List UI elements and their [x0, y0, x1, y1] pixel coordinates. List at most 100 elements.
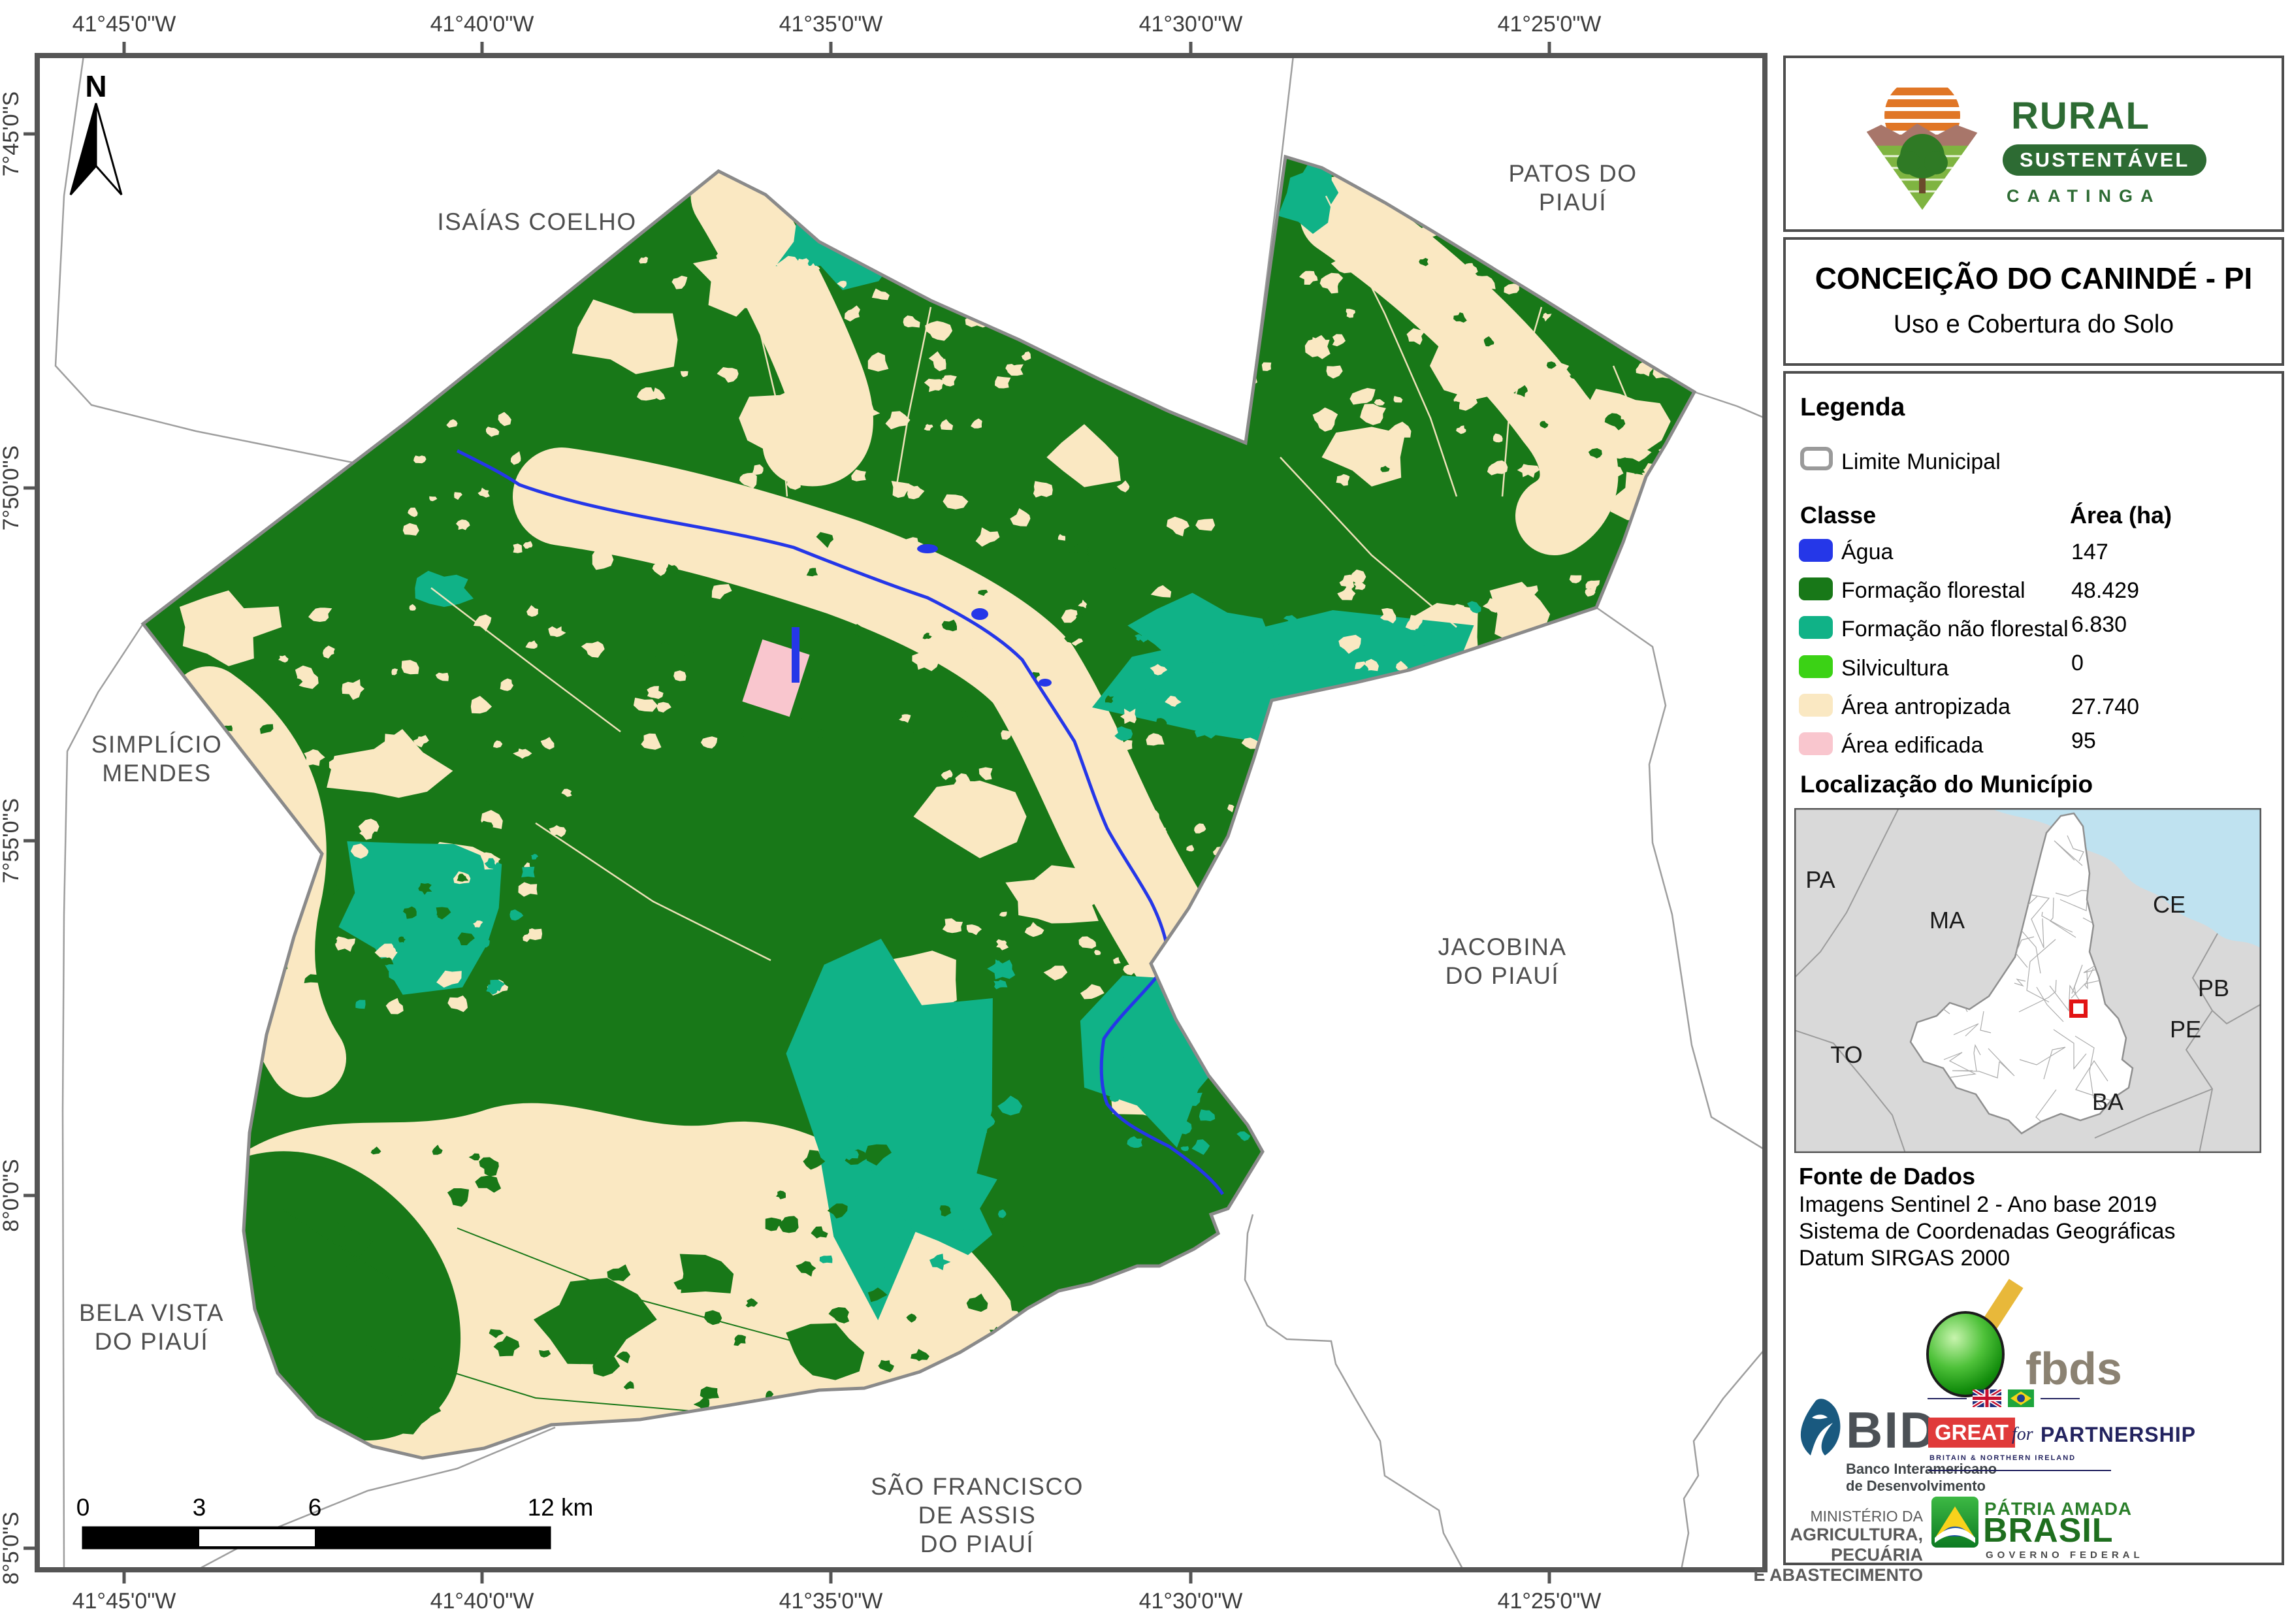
legend-swatch-florestal	[1799, 577, 1833, 600]
inset-state-label: CE	[2153, 891, 2186, 918]
fbds-sphere-icon	[1926, 1311, 2005, 1397]
legend-area-edificada: 95	[2071, 728, 2096, 753]
longitude-label-bottom: 41°45'0"W	[73, 1589, 176, 1614]
ministry-text: MINISTÉRIO DA	[1786, 1508, 1923, 1525]
longitude-label-top: 41°25'0"W	[1498, 12, 1602, 37]
north-arrow-label: N	[85, 69, 106, 103]
latitude-label: 7°50'0"S	[0, 446, 24, 530]
legend-area-florestal: 48.429	[2071, 578, 2139, 603]
info-panel: Legenda Limite Municipal Classe Área (ha…	[1753, 371, 2284, 1585]
river	[456, 449, 1225, 1195]
legend-swatch-edificada	[1799, 732, 1833, 755]
source-line-3: Datum SIRGAS 2000	[1799, 1246, 2010, 1271]
neighbor-boundary-line	[1244, 1214, 1464, 1570]
neighbor-label: BELA VISTA	[79, 1299, 224, 1326]
north-arrow-right-half	[95, 103, 123, 195]
limite-municipal-swatch	[1800, 447, 1833, 470]
legend-header: Legenda	[1800, 393, 1905, 421]
legend-label-nao-florestal: Formação não florestal	[1841, 617, 2069, 641]
neighbor-boundary-line	[61, 623, 144, 1570]
legend-swatch-silvicultura	[1799, 655, 1833, 678]
great-partnership: PARTNERSHIP	[2041, 1423, 2196, 1446]
limite-municipal-label: Limite Municipal	[1841, 449, 2001, 474]
longitude-label-bottom: 41°30'0"W	[1139, 1589, 1243, 1614]
inset-ocean	[1990, 808, 2261, 949]
municipality-boundary	[140, 154, 1697, 1460]
neighbor-boundary-line	[1596, 606, 1765, 1151]
inset-state-label: MA	[1929, 907, 1965, 934]
source-line-1: Imagens Sentinel 2 - Ano base 2019	[1799, 1192, 2157, 1217]
legend-area-nao-florestal: 6.830	[2071, 612, 2127, 637]
coordinate-ticks: 41°45'0"W 41°45'0"W 41°40'0"W 41°40'0"W 41°3…	[0, 12, 1601, 1614]
inset-state-label: PE	[2170, 1016, 2201, 1043]
ministry-line-2: AGRICULTURA, PECUÁRIA	[1790, 1525, 1923, 1565]
scale-bar-label: 12 km	[528, 1494, 594, 1521]
legend-swatch-agua	[1799, 539, 1833, 562]
neighbor-boundary-line	[54, 56, 366, 466]
legend-area-agua: 147	[2071, 540, 2108, 564]
scale-bar: 0 3 6 12 km	[76, 1494, 594, 1550]
logo-panel: RURAL SUSTENTÁVEL CAATINGA	[1783, 56, 2284, 232]
brasil-gov-icon	[1931, 1497, 1978, 1548]
longitude-label-bottom: 41°35'0"W	[779, 1589, 883, 1614]
neighbor-label: JACOBINA	[1438, 934, 1566, 960]
latitude-label: 8°5'0"S	[0, 1512, 24, 1585]
neighbor-label: MENDES	[102, 760, 211, 787]
bid-icon	[1800, 1399, 1841, 1455]
legend-label-edificada: Área edificada	[1841, 733, 1984, 758]
fbds-logo: fbds	[1926, 1278, 2148, 1409]
longitude-label-bottom: 41°25'0"W	[1498, 1589, 1602, 1614]
longitude-label-top: 41°40'0"W	[430, 12, 534, 37]
neighbor-label: SÃO FRANCISCO	[871, 1473, 1084, 1500]
inset-piaui-state	[1909, 812, 2134, 1135]
neighbor-label: DO PIAUÍ	[920, 1531, 1034, 1557]
source-line-2: Sistema de Coordenadas Geográficas	[1799, 1219, 2176, 1244]
latitude-label: 7°45'0"S	[0, 91, 24, 176]
governo-federal: GOVERNO FEDERAL	[1986, 1550, 2144, 1561]
legend-label-florestal: Formação florestal	[1841, 578, 2026, 603]
map-frame	[35, 53, 1767, 1572]
inset-municipality-marker	[2069, 999, 2088, 1018]
great-subtitle: BRITAIN & NORTHERN IRELAND	[1929, 1454, 2076, 1462]
inset-state-label: BA	[2092, 1088, 2123, 1115]
neighbor-label: DO PIAUÍ	[95, 1328, 208, 1355]
neighbor-label: PIAUÍ	[1539, 189, 1607, 216]
longitude-label-top: 41°45'0"W	[73, 12, 176, 37]
bid-subtitle-1: Banco Interamericano	[1846, 1461, 1997, 1477]
latitude-label: 8°0'0"S	[0, 1159, 24, 1232]
ministry-line-3: E ABASTECIMENTO	[1753, 1565, 1923, 1585]
patria-amada: PÁTRIA AMADA	[1984, 1499, 2133, 1519]
great-wordmark: GREAT	[1928, 1418, 2016, 1448]
scale-bar-label: 0	[76, 1494, 90, 1521]
longitude-label-top: 41°30'0"W	[1139, 12, 1243, 37]
legend-col-classe: Classe	[1800, 502, 1877, 528]
neighbor-boundary-line	[1680, 1348, 1765, 1570]
neighbor-label: SIMPLÍCIO	[91, 731, 223, 758]
title-panel: CONCEIÇÃO DO CANINDÉ - PI Uso e Cobertur…	[1783, 237, 2284, 366]
inset-state-label: TO	[1830, 1041, 1862, 1068]
scale-bar-label: 3	[193, 1494, 206, 1521]
neighbor-boundary-line	[1694, 391, 1765, 419]
inset-state-labels: PA MA CE PB PE TO BA	[1805, 866, 2229, 1115]
fbds-wordmark: fbds	[2026, 1343, 2122, 1394]
legend-label-agua: Água	[1841, 540, 1894, 564]
legend-col-area: Área (ha)	[2070, 502, 2172, 528]
rural-sustentavel-logo-icon	[1856, 86, 1989, 212]
neighbor-label: PATOS DO	[1508, 160, 1637, 187]
legend-swatch-antropizada	[1799, 694, 1833, 717]
great-for: for	[2012, 1424, 2033, 1444]
inset-state-label: PB	[2198, 975, 2229, 1001]
scale-bar-label: 6	[308, 1494, 322, 1521]
brazil-flag-icon	[2008, 1389, 2034, 1407]
source-header: Fonte de Dados	[1799, 1163, 1976, 1190]
ministry-line-1: MINISTÉRIO DA	[1810, 1508, 1923, 1525]
latitude-label: 7°55'0"S	[0, 798, 24, 883]
location-header: Localização do Município	[1800, 771, 2093, 798]
legend-label-antropizada: Área antropizada	[1841, 694, 2010, 719]
inset-state-label: PA	[1805, 866, 1835, 893]
neighbor-label: DE ASSIS	[918, 1502, 1037, 1529]
logo-word-caatinga: CAATINGA	[2007, 186, 2161, 206]
location-inset-map: PA MA CE PB PE TO BA	[1794, 808, 2261, 1153]
